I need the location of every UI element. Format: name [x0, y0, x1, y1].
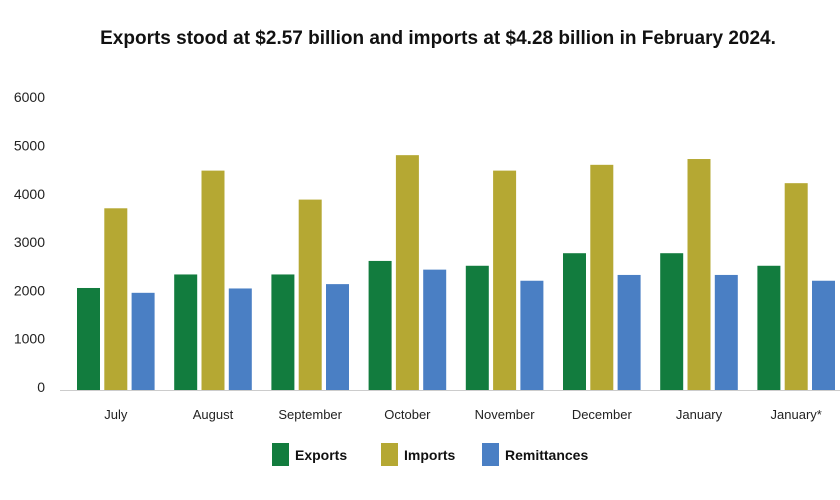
- x-tick-label: January*: [771, 407, 822, 422]
- x-axis: July August September October November Decemb…: [104, 407, 822, 422]
- y-tick-label: 0: [37, 379, 45, 395]
- legend-label-imports: Imports: [404, 447, 456, 463]
- y-axis: 0 1000 2000 3000 4000 5000 6000: [14, 89, 45, 395]
- bar-remittances-january-star: [812, 280, 835, 390]
- bar-exports-november: [465, 265, 489, 390]
- x-tick-label: October: [384, 407, 431, 422]
- legend-label-remittances: Remittances: [505, 447, 588, 463]
- legend-swatch-remittances: [482, 443, 499, 466]
- bar-imports-january: [687, 159, 711, 390]
- bar-exports-january-star: [757, 265, 781, 390]
- bar-imports-august: [201, 170, 225, 390]
- bar-remittances-november: [520, 280, 544, 390]
- legend-label-exports: Exports: [295, 447, 347, 463]
- bar-imports-december: [590, 164, 614, 390]
- bar-remittances-october: [423, 269, 447, 390]
- bar-imports-september: [298, 199, 322, 390]
- bar-exports-july: [77, 287, 100, 390]
- legend-swatch-exports: [272, 443, 289, 466]
- y-tick-label: 2000: [14, 282, 45, 298]
- bar-remittances-august: [228, 288, 252, 390]
- x-tick-label: August: [193, 407, 234, 422]
- y-tick-label: 4000: [14, 186, 45, 202]
- y-tick-label: 5000: [14, 138, 45, 154]
- bar-exports-december: [563, 253, 586, 390]
- bar-exports-august: [174, 274, 198, 390]
- x-tick-label: December: [572, 407, 633, 422]
- bar-imports-november: [493, 170, 517, 390]
- chart-title: Exports stood at $2.57 billion and impor…: [100, 28, 776, 49]
- bar-exports-september: [271, 274, 295, 390]
- bar-exports-january: [660, 253, 684, 390]
- bar-imports-january-star: [784, 183, 808, 390]
- legend: Exports Imports Remittances: [272, 443, 588, 466]
- bar-remittances-september: [326, 284, 349, 390]
- x-tick-label: January: [676, 407, 723, 422]
- bars: [77, 155, 835, 390]
- bar-remittances-december: [617, 274, 641, 390]
- legend-swatch-imports: [381, 443, 398, 466]
- y-tick-label: 6000: [14, 89, 45, 105]
- bar-remittances-january: [714, 274, 738, 390]
- bar-imports-october: [395, 155, 419, 390]
- x-tick-label: September: [278, 407, 342, 422]
- x-tick-label: November: [475, 407, 536, 422]
- y-tick-label: 1000: [14, 331, 45, 347]
- bar-remittances-july: [131, 292, 155, 390]
- bar-exports-october: [368, 260, 392, 390]
- y-tick-label: 3000: [14, 234, 45, 250]
- bar-imports-july: [104, 208, 128, 390]
- x-tick-label: July: [104, 407, 128, 422]
